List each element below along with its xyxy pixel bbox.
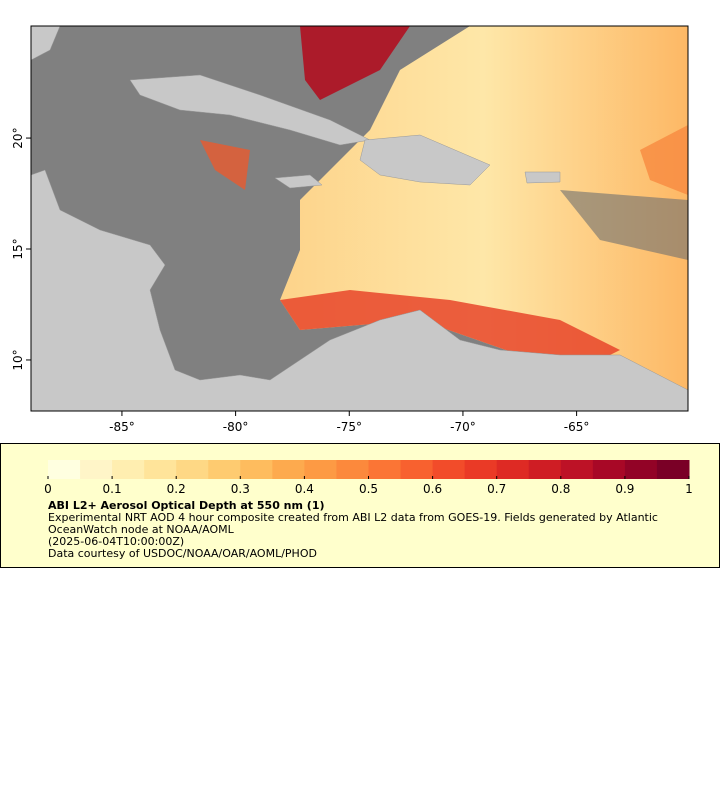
y-tick-label: 10° [11, 349, 25, 370]
colorbar-tick-label: 0.9 [615, 482, 634, 496]
colorbar-swatch [48, 460, 81, 479]
land-puerto-rico [524, 171, 561, 184]
map-frame [30, 25, 689, 412]
x-tick-label: -80° [223, 420, 249, 434]
colorbar-swatch [528, 460, 562, 479]
colorbar-swatch [336, 460, 369, 479]
colorbar: 0 0.1 0.2 0.3 0.4 0.5 0.6 0.7 0.8 0.9 1 [44, 460, 693, 496]
legend-line: Experimental NRT AOD 4 hour composite cr… [48, 511, 658, 524]
legend-box: 0 0.1 0.2 0.3 0.4 0.5 0.6 0.7 0.8 0.9 1 ABI L2+ Ae… [0, 443, 720, 568]
colorbar-swatch [80, 460, 113, 479]
x-tick-label: -75° [336, 420, 362, 434]
legend-text: ABI L2+ Aerosol Optical Depth at 550 nm … [48, 500, 698, 560]
cloud-gap [560, 190, 688, 260]
colorbar-swatch [496, 460, 530, 479]
land-hispaniola [359, 134, 491, 186]
x-tick-label: -70° [450, 420, 476, 434]
colorbar-tick-label: 0.8 [551, 482, 570, 496]
colorbar-swatch [272, 460, 305, 479]
colorbar-swatch [144, 460, 177, 479]
legend-line: OceanWatch node at NOAA/AOML [48, 523, 234, 536]
y-tick-label: 15° [11, 238, 25, 259]
colorbar-swatch [464, 460, 498, 479]
colorbar-swatch [208, 460, 241, 479]
colorbar-swatch [560, 460, 594, 479]
colorbar-tick-label: 0.3 [231, 482, 250, 496]
colorbar-swatch [656, 460, 690, 479]
colorbar-swatch [240, 460, 273, 479]
colorbar-swatch [592, 460, 626, 479]
colorbar-tick-label: 0.6 [423, 482, 442, 496]
x-tick-label: -65° [564, 420, 590, 434]
colorbar-tick-label: 0.4 [295, 482, 314, 496]
colorbar-swatch [176, 460, 209, 479]
aerosol-patch [200, 140, 250, 190]
legend-line: Data courtesy of USDOC/NOAA/OAR/AOML/PHO… [48, 547, 317, 560]
colorbar-tick-label: 0.1 [103, 482, 122, 496]
y-tick-label: 20° [11, 127, 25, 148]
land-central-south-america [30, 169, 689, 412]
x-tick-label: -85° [109, 420, 135, 434]
colorbar-swatch [112, 460, 145, 479]
colorbar-tick-label: 1 [685, 482, 693, 496]
colorbar-tick-label: 0 [44, 482, 52, 496]
legend-line: (2025-06-04T10:00:00Z) [48, 535, 185, 548]
colorbar-swatch [624, 460, 658, 479]
aerosol-plume [640, 125, 688, 195]
legend-title: ABI L2+ Aerosol Optical Depth at 550 nm … [48, 499, 325, 512]
colorbar-tick-label: 0.7 [487, 482, 506, 496]
map-figure: -85° -80° -75° -70° -65° 10° 15° 20° [11, 25, 689, 434]
colorbar-swatch [368, 460, 402, 479]
land-jamaica [274, 174, 323, 189]
colorbar-tick-label: 0.5 [359, 482, 378, 496]
aerosol-high [280, 290, 620, 360]
colorbar-swatch [432, 460, 466, 479]
colorbar-swatch [400, 460, 434, 479]
aerosol-high [300, 26, 410, 100]
land-cuba [129, 74, 371, 146]
colorbar-tick-label: 0.2 [167, 482, 186, 496]
colorbar-swatch [304, 460, 337, 479]
